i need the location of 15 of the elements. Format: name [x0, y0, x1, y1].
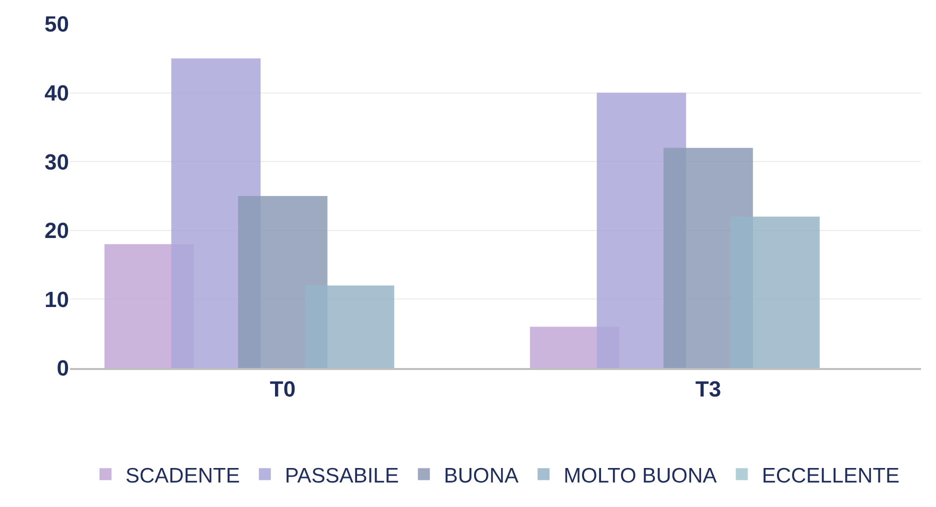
x-tick-label: T0	[270, 376, 296, 402]
legend-label: MOLTO BUONA	[564, 464, 717, 488]
legend-label: ECCELLENTE	[762, 464, 900, 488]
legend-label: SCADENTE	[126, 464, 240, 488]
legend-label: PASSABILE	[284, 464, 399, 488]
bar	[730, 216, 820, 368]
y-tick-label: 10	[44, 286, 69, 312]
y-tick-label: 40	[44, 80, 69, 106]
y-tick-label: 20	[44, 218, 69, 244]
legend-label: BUONA	[444, 464, 519, 488]
y-tick-label: 30	[44, 149, 69, 174]
x-tick-label: T3	[695, 376, 722, 402]
bar	[304, 285, 394, 368]
y-tick-label: 50	[44, 12, 69, 37]
y-tick-label: 0	[56, 356, 69, 381]
